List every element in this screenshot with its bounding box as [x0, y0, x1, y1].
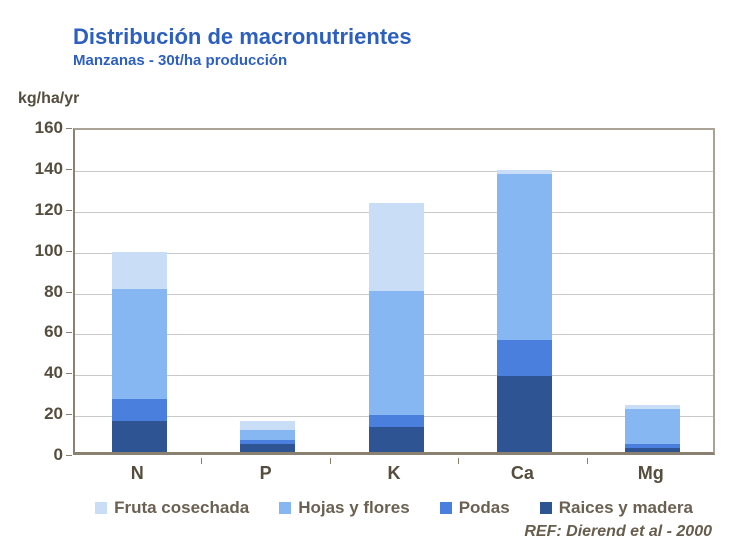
bar-P-segment-raices-y-madera — [240, 443, 296, 452]
legend-label: Hojas y flores — [298, 498, 410, 517]
bar-N-segment-fruta-cosechada — [111, 251, 167, 289]
bar-Ca-segment-hojas-y-flores — [496, 174, 552, 340]
bar-Mg-segment-hojas-y-flores — [625, 409, 681, 444]
y-tick-mark-80 — [66, 291, 72, 293]
x-category-label-Ca: Ca — [510, 463, 534, 483]
bar-K-segment-hojas-y-flores — [368, 290, 424, 416]
legend-label: Podas — [458, 498, 510, 517]
bar-Mg-segment-raices-y-madera — [625, 447, 681, 452]
y-tick-label-0: 0 — [53, 445, 63, 464]
y-tick-mark-160 — [66, 128, 72, 129]
x-tick-mark-4 — [586, 458, 588, 464]
y-tick-mark-60 — [66, 332, 72, 334]
bar-K-segment-fruta-cosechada — [368, 202, 424, 291]
chart-subtitle: Manzanas - 30t/ha producción — [73, 52, 288, 69]
gridline-140 — [75, 170, 713, 172]
bar-N-segment-hojas-y-flores — [111, 288, 167, 399]
y-tick-label-60: 60 — [44, 322, 63, 342]
bar-N-segment-raices-y-madera — [111, 421, 167, 452]
legend-swatch-icon — [439, 502, 452, 514]
x-category-label-K: K — [387, 463, 401, 483]
bar-Ca-segment-podas — [496, 339, 552, 377]
bar-N — [111, 251, 167, 452]
x-tick-mark-1 — [201, 458, 203, 464]
legend-item-raices-y-madera: Raices y madera — [539, 498, 693, 518]
bar-P — [240, 421, 296, 452]
x-tick-mark-3 — [458, 458, 460, 464]
x-category-label-P: P — [259, 463, 272, 483]
legend-swatch-icon — [95, 502, 108, 514]
y-tick-mark-20 — [66, 414, 72, 416]
legend-label: Raices y madera — [558, 498, 693, 517]
y-tick-mark-40 — [66, 373, 72, 375]
chart-title: Distribución de macronutrientes — [73, 24, 412, 49]
bar-K — [368, 202, 424, 452]
y-tick-mark-100 — [66, 250, 72, 252]
y-tick-label-120: 120 — [34, 199, 63, 219]
bar-Mg-segment-fruta-cosechada — [625, 405, 681, 410]
x-tick-mark-2 — [329, 458, 331, 464]
y-tick-mark-140 — [66, 168, 72, 170]
y-tick-label-160: 160 — [34, 118, 63, 137]
bar-P-segment-fruta-cosechada — [240, 421, 296, 430]
y-tick-label-100: 100 — [34, 240, 63, 260]
legend: Fruta cosechada Hojas y flores Podas Raices… — [73, 498, 715, 518]
bar-N-segment-podas — [111, 398, 167, 422]
bar-K-segment-raices-y-madera — [368, 427, 424, 452]
y-tick-label-40: 40 — [44, 363, 63, 383]
legend-item-fruta-cosechada: Fruta cosechada — [95, 498, 249, 518]
legend-item-hojas-y-flores: Hojas y flores — [279, 498, 410, 518]
y-tick-label-20: 20 — [44, 404, 63, 424]
bar-Mg-segment-podas — [625, 443, 681, 448]
legend-swatch-icon — [539, 502, 552, 514]
y-tick-label-140: 140 — [34, 158, 63, 178]
y-axis-unit-label: kg/ha/yr — [18, 90, 80, 107]
x-category-label-Mg: Mg — [637, 463, 664, 483]
bar-Ca-segment-raices-y-madera — [496, 376, 552, 452]
bar-Mg — [625, 405, 681, 452]
legend-label: Fruta cosechada — [114, 498, 250, 517]
bar-P-segment-podas — [240, 439, 296, 444]
legend-item-podas: Podas — [439, 498, 510, 518]
bar-Ca — [496, 170, 552, 452]
y-tick-mark-0 — [66, 455, 72, 456]
bar-K-segment-podas — [368, 415, 424, 428]
plot-area — [73, 128, 715, 455]
legend-swatch-icon — [279, 502, 292, 514]
y-tick-mark-120 — [66, 209, 72, 211]
bar-P-segment-hojas-y-flores — [240, 429, 296, 440]
bar-Ca-segment-fruta-cosechada — [496, 170, 552, 175]
y-tick-label-80: 80 — [44, 281, 63, 301]
reference-text: REF: Dierend et al - 2000 — [524, 523, 712, 540]
x-category-label-N: N — [130, 463, 144, 483]
